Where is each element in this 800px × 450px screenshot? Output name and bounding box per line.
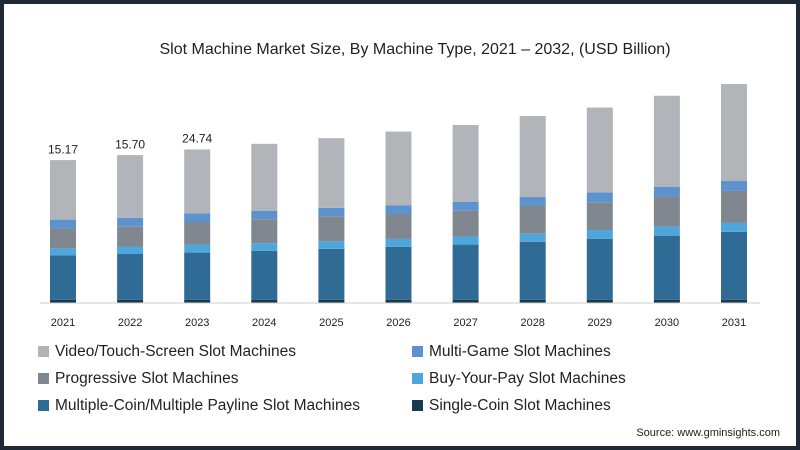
bar-segment: [251, 210, 278, 220]
chart-title: Slot Machine Market Size, By Machine Typ…: [159, 41, 670, 58]
bar-segment: [184, 252, 211, 300]
bar-segment: [653, 186, 680, 197]
bar-segment: [586, 238, 613, 300]
legend-label: Buy-Your-Pay Slot Machines: [429, 370, 626, 387]
bar-segment: [721, 190, 747, 223]
bar-segment: [452, 236, 479, 245]
bar-segment: [653, 235, 680, 300]
bar-segment: [519, 197, 546, 206]
bar-segment: [184, 149, 211, 214]
bar-segment: [385, 238, 412, 247]
bar-segment: [653, 299, 680, 303]
bar-segment: [251, 243, 278, 251]
legend-swatch: [412, 373, 423, 384]
total-label: 15.70: [115, 137, 145, 151]
bar-segment: [50, 255, 76, 300]
bar-segment: [519, 205, 546, 234]
bar-segment: [519, 233, 546, 242]
bar-segment: [452, 210, 479, 237]
bar-segment: [251, 299, 278, 303]
bar-segment: [318, 216, 345, 242]
bar-segment: [184, 244, 211, 253]
bar-segment: [50, 248, 76, 256]
bar-segment: [318, 248, 345, 300]
bar-segment: [184, 299, 211, 303]
source: Source: www.gminsights.com: [636, 427, 780, 439]
bar-segment: [117, 226, 144, 247]
legend-label: Progressive Slot Machines: [55, 370, 239, 387]
bar-segment: [184, 221, 211, 245]
bar-segment: [452, 124, 479, 202]
legend-swatch: [38, 346, 49, 357]
bar-segment: [519, 241, 546, 300]
bar-segment: [318, 241, 345, 249]
x-tick-label: 2030: [655, 317, 679, 329]
bar-segment: [117, 299, 144, 303]
bar-segment: [251, 250, 278, 300]
bar-segment: [318, 207, 345, 217]
bar-segment: [452, 244, 479, 300]
bar-segment: [251, 219, 278, 244]
bar-segment: [586, 192, 613, 203]
bar-segment: [586, 230, 613, 239]
bar-segment: [721, 181, 747, 191]
bar-segment: [586, 202, 613, 230]
bar-segment: [721, 222, 747, 232]
bar-segment: [50, 160, 76, 220]
total-label: 15.17: [48, 142, 78, 156]
bar-segment: [519, 116, 546, 198]
bar-segment: [721, 299, 747, 303]
bar-segment: [50, 299, 76, 303]
bar-segment: [117, 254, 144, 300]
x-tick-label: 2025: [319, 317, 343, 329]
bar-segment: [653, 226, 680, 236]
bar-segment: [50, 219, 76, 229]
bar-segment: [50, 228, 76, 249]
bar-segment: [117, 155, 144, 218]
bar-segment: [452, 299, 479, 303]
x-tick-label: 2024: [252, 317, 276, 329]
bar-segment: [586, 107, 613, 193]
legend-label: Multi-Game Slot Machines: [429, 343, 611, 360]
x-tick-label: 2031: [722, 317, 746, 329]
x-tick-label: 2029: [588, 317, 612, 329]
x-tick-label: 2026: [386, 317, 410, 329]
bar-segment: [117, 246, 144, 255]
legend-swatch: [38, 400, 49, 411]
bar-segment: [385, 246, 412, 300]
bar-segment: [117, 217, 144, 227]
legend-label: Single-Coin Slot Machines: [429, 397, 611, 414]
bar-segment: [318, 138, 345, 208]
legend-swatch: [412, 346, 423, 357]
x-tick-label: 2022: [118, 317, 142, 329]
bar-segment: [653, 196, 680, 227]
x-tick-label: 2023: [185, 317, 209, 329]
bar-segment: [184, 213, 211, 222]
bar-segment: [385, 131, 412, 206]
x-tick-label: 2028: [520, 317, 544, 329]
bar-segment: [452, 201, 479, 211]
legend-swatch: [38, 373, 49, 384]
total-label: 24.74: [182, 132, 212, 146]
bar-segment: [721, 84, 747, 182]
x-tick-label: 2027: [453, 317, 477, 329]
bar-segment: [519, 299, 546, 303]
legend-label: Multiple-Coin/Multiple Payline Slot Mach…: [55, 397, 360, 414]
bar-segment: [251, 143, 278, 211]
bar-segment: [385, 299, 412, 303]
bar-segment: [721, 231, 747, 300]
bar-segment: [653, 95, 680, 187]
bar-segment: [586, 299, 613, 303]
legend-label: Video/Touch-Screen Slot Machines: [55, 343, 296, 360]
bar-segment: [318, 299, 345, 303]
bar-segment: [385, 213, 412, 239]
bar-segment: [385, 205, 412, 214]
x-tick-label: 2021: [51, 317, 75, 329]
legend-swatch: [412, 400, 423, 411]
